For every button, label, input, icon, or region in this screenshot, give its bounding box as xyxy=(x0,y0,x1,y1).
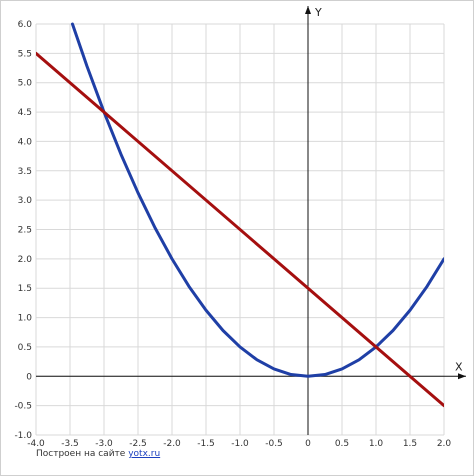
x-axis-label: X xyxy=(455,360,463,373)
x-tick-label: -2.0 xyxy=(163,439,181,449)
x-tick-label: 1.5 xyxy=(403,439,417,449)
x-tick-label: 1.0 xyxy=(369,439,384,449)
footer-credit: Построен на сайте yotx.ru xyxy=(36,449,160,459)
series-straight-line xyxy=(36,51,444,408)
y-tick-label: 1.0 xyxy=(18,314,33,324)
x-tick-label: 2.0 xyxy=(437,439,452,449)
x-tick-label: -0.5 xyxy=(265,439,283,449)
x-tick-label: -4.0 xyxy=(27,439,45,449)
x-axis-arrow xyxy=(458,373,466,380)
x-tick-label: -2.5 xyxy=(129,439,147,449)
x-tick-label: 0 xyxy=(305,439,311,449)
y-tick-label: 4.5 xyxy=(18,108,32,118)
y-tick-labels: -1.0 -0.5 0 0.5 1.0 1.5 2.0 2.5 3.0 3.5 4.0 4.5 5.0 5… xyxy=(14,20,32,441)
series-layer xyxy=(36,22,444,408)
y-tick-label: -0.5 xyxy=(14,402,32,412)
axes xyxy=(36,6,466,435)
y-tick-label: 0 xyxy=(26,372,32,382)
y-tick-label: 0.5 xyxy=(18,343,32,353)
y-tick-label: 4.0 xyxy=(18,137,33,147)
x-tick-label: -3.5 xyxy=(61,439,79,449)
y-tick-label: 6.0 xyxy=(18,20,33,30)
x-tick-label: -1.5 xyxy=(197,439,215,449)
y-tick-label: 5.0 xyxy=(18,79,33,89)
x-tick-label: -1.0 xyxy=(231,439,249,449)
grid xyxy=(35,23,445,436)
y-axis-label: Y xyxy=(314,6,322,19)
y-tick-label: 2.5 xyxy=(18,226,32,236)
y-tick-label: 1.5 xyxy=(18,284,32,294)
x-tick-label: -3.0 xyxy=(95,439,113,449)
footer-text: Построен на сайте xyxy=(36,449,126,459)
y-tick-label: 2.0 xyxy=(18,255,33,265)
y-tick-label: 3.5 xyxy=(18,167,32,177)
y-axis-arrow xyxy=(305,6,311,14)
footer-link[interactable]: yotx.ru xyxy=(128,449,161,459)
series-parabola-line xyxy=(70,22,444,378)
x-tick-label: 0.5 xyxy=(335,439,349,449)
x-tick-labels: -4.0 -3.5 -3.0 -2.5 -2.0 -1.5 -1.0 -0.5 0 0.5 1.0 1… xyxy=(27,439,451,449)
y-tick-label: -1.0 xyxy=(14,431,32,441)
y-tick-label: 5.5 xyxy=(18,49,32,59)
y-tick-label: 3.0 xyxy=(18,196,33,206)
